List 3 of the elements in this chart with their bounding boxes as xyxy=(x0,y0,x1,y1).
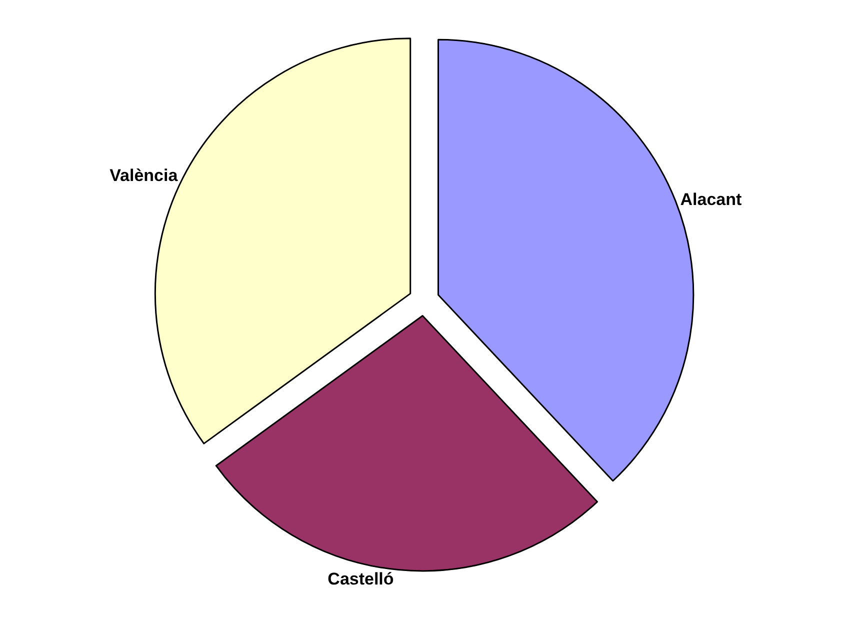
slice-label: València xyxy=(110,166,178,186)
slice-label: Alacant xyxy=(680,190,742,210)
slice-label: Castelló xyxy=(328,570,394,589)
